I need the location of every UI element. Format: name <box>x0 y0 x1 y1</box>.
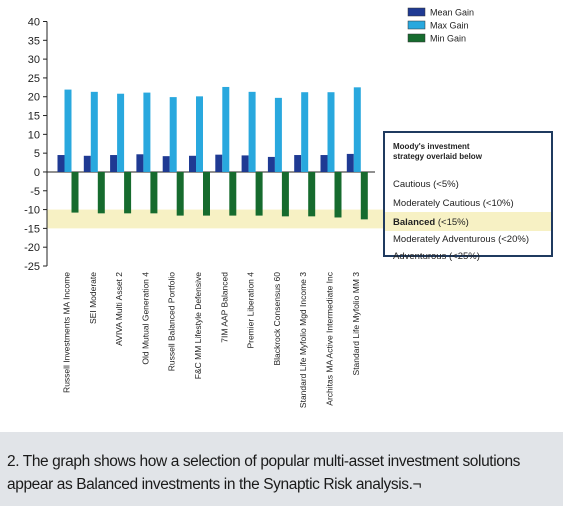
bar-mean-gain <box>267 156 275 172</box>
category-label: Blackrock Consensus 60 <box>272 272 282 366</box>
legend-label: Mean Gain <box>430 8 474 18</box>
legend-label: Max Gain <box>430 21 469 31</box>
y-tick-label: 10 <box>28 129 40 141</box>
category-label: F&C MM Lifestyle Defensive <box>193 272 203 379</box>
bar-min-gain <box>308 171 316 217</box>
balanced-band-highlight-in-box <box>385 212 551 231</box>
category-labels: Russell Investments MA Income SEI Moderat… <box>62 271 361 408</box>
bar-max-gain <box>169 97 177 172</box>
bar-max-gain <box>274 97 282 172</box>
bar-max-gain <box>90 91 98 172</box>
bar-max-gain <box>222 86 230 172</box>
category-label: Russell Balanced Portfolio <box>167 272 177 371</box>
bar-min-gain <box>360 171 368 220</box>
y-tick-label: -25 <box>24 261 40 273</box>
y-tick-label: -20 <box>24 242 40 254</box>
bar-mean-gain <box>215 154 223 172</box>
band-label-moderately-cautious: Moderately Cautious (<10%) <box>393 198 514 209</box>
bar-min-gain <box>176 171 184 216</box>
y-tick-label: 0 <box>34 167 40 179</box>
bar-mean-gain <box>346 153 354 172</box>
bar-max-gain <box>327 92 335 172</box>
bar-min-gain <box>203 171 210 216</box>
band-label-adventurous: Adventurous (<25%) <box>393 251 480 262</box>
bar-mean-gain <box>294 155 302 172</box>
y-tick-label: -15 <box>24 223 40 235</box>
bar-min-gain <box>334 171 342 218</box>
bar-min-gain <box>255 171 263 216</box>
figure-caption: 2. The graph shows how a selection of po… <box>0 432 563 506</box>
bar-min-gain <box>124 171 132 214</box>
bar-min-gain <box>71 171 79 213</box>
legend-swatch <box>407 7 426 17</box>
bar-mean-gain <box>189 155 196 172</box>
category-label: AVIVA Multi Asset 2 <box>114 272 124 346</box>
bar-mean-gain <box>110 155 118 172</box>
band-label-moderately-adventurous: Moderately Adventurous (<20%) <box>393 234 529 245</box>
band-label-cautious: Cautious (<5%) <box>393 179 459 190</box>
y-tick-label: 30 <box>28 54 40 66</box>
legend-swatch <box>407 20 426 30</box>
band-label-balanced: Balanced (<15%) <box>393 217 469 228</box>
bar-series <box>57 86 368 220</box>
bar-mean-gain <box>241 155 249 172</box>
moodys-title-line2: strategy overlaid below <box>393 152 482 161</box>
bar-max-gain <box>248 91 256 172</box>
category-label: Standard Life Myfolio Mgd Income 3 <box>298 272 308 408</box>
legend-label: Min Gain <box>430 34 466 44</box>
category-label: Standard Life Myfolio MM 3 <box>351 272 361 376</box>
y-axis: 40 35 30 25 20 15 10 5 0 -5 -10 -15 -20 -25 <box>24 17 375 273</box>
y-tick-label: 20 <box>28 92 40 104</box>
bar-max-gain <box>117 93 125 172</box>
bar-mean-gain <box>57 155 65 172</box>
y-tick-label: 25 <box>28 73 40 85</box>
category-label: Old Mutual Generation 4 <box>140 272 150 365</box>
band-label-balanced-range: (<15%) <box>435 217 469 228</box>
bar-mean-gain <box>320 155 328 172</box>
moodys-title-line1: Moody's investment <box>393 142 470 151</box>
bar-min-gain <box>97 171 105 214</box>
bar-max-gain <box>196 96 203 172</box>
bar-chart: 40 35 30 25 20 15 10 5 0 -5 -10 -15 -20 -25 Russell I… <box>24 7 520 408</box>
bar-min-gain <box>281 171 289 217</box>
category-label: Russell Investments MA Income <box>62 272 72 393</box>
chart-legend: Mean Gain Max Gain Min Gain <box>407 7 474 44</box>
category-label: Architas MA Active Intermediate Inc <box>325 271 335 405</box>
y-tick-label: 5 <box>34 148 40 160</box>
bar-max-gain <box>301 92 309 172</box>
moodys-strategy-box: Moody's investment strategy overlaid bel… <box>383 131 553 262</box>
y-tick-label: -5 <box>30 186 40 198</box>
legend-swatch <box>407 33 426 43</box>
bar-max-gain <box>353 87 361 172</box>
y-tick-label: 35 <box>28 35 40 47</box>
category-label: Premier Liberation 4 <box>246 272 256 349</box>
caption-line2: appear as Balanced investments in the Sy… <box>7 476 422 493</box>
bar-max-gain <box>64 89 72 172</box>
bar-max-gain <box>143 92 151 172</box>
y-tick-label: 15 <box>28 111 40 123</box>
y-tick-label: -10 <box>24 205 40 217</box>
moodys-box-title: Moody's investment strategy overlaid bel… <box>393 142 543 162</box>
bar-min-gain <box>229 171 237 216</box>
band-label-balanced-name: Balanced <box>393 217 436 228</box>
bar-mean-gain <box>83 155 91 172</box>
category-label: 7IM AAP Balanced <box>219 272 229 343</box>
bar-mean-gain <box>136 154 144 172</box>
y-tick-label: 40 <box>28 17 40 29</box>
bar-min-gain <box>150 171 158 214</box>
category-label: SEI Moderate <box>88 272 98 324</box>
caption-line1: 2. The graph shows how a selection of po… <box>7 453 521 470</box>
bar-mean-gain <box>162 156 170 172</box>
